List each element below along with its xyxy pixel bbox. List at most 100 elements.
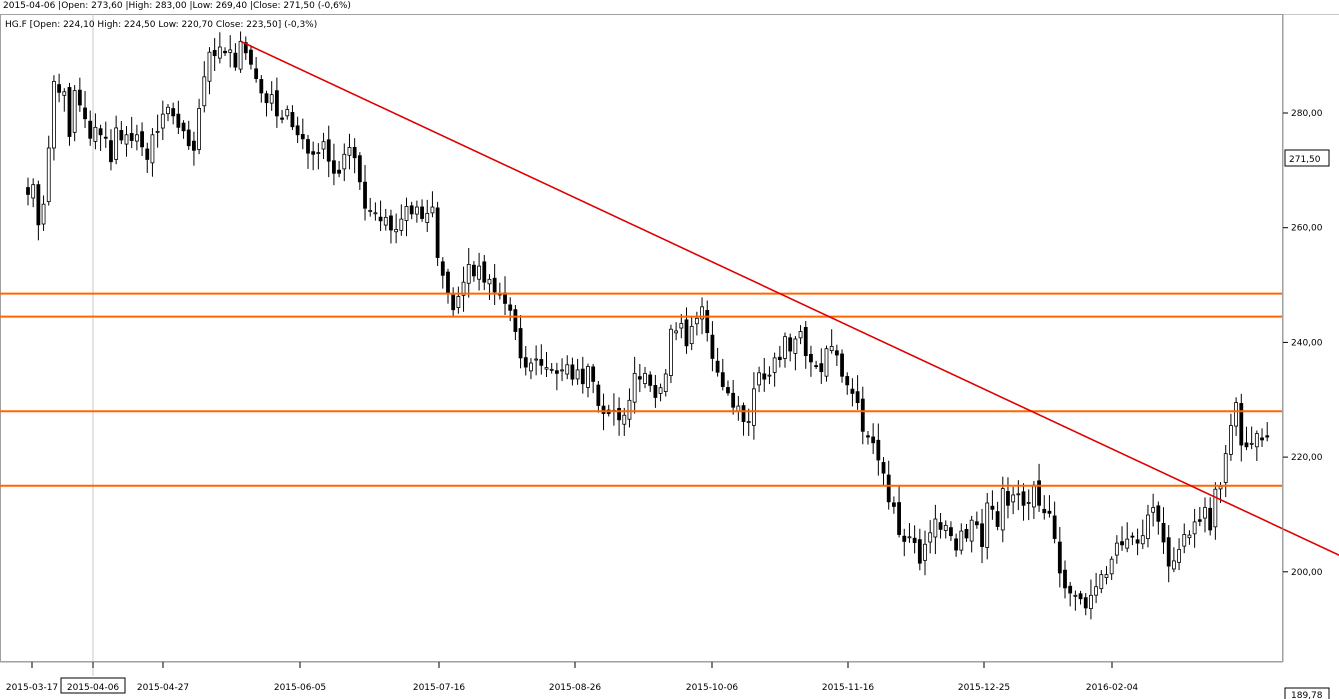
candles-group — [26, 31, 1270, 620]
candle-body — [264, 93, 269, 104]
candle-body — [1125, 538, 1130, 549]
candle-body — [166, 106, 170, 115]
candle-body — [824, 348, 829, 377]
candle-body — [363, 181, 367, 209]
candle-body — [757, 372, 761, 386]
candle-body — [1254, 433, 1259, 448]
candle-body — [238, 40, 243, 70]
candle-body — [907, 536, 912, 539]
candle-body — [243, 42, 248, 54]
candle-body — [912, 537, 917, 543]
candle-body — [949, 527, 953, 537]
y-tick-label: 240,00 — [1291, 338, 1323, 348]
candle-body — [26, 187, 30, 195]
candle-body — [259, 79, 264, 94]
candle-body — [306, 139, 310, 154]
candle-body — [1244, 442, 1249, 448]
crosshair-info-bar: 2015-04-06 |Open: 273,60 |High: 283,00 |… — [0, 0, 1339, 15]
x-tick-label: 2016-02-04 — [1086, 683, 1139, 693]
candle-body — [1099, 574, 1104, 590]
candle-body — [1120, 541, 1124, 546]
candle-body — [1260, 437, 1264, 441]
candle-body — [1037, 480, 1041, 506]
candle-body — [1031, 484, 1036, 508]
candle-body — [1011, 494, 1016, 503]
candle-body — [160, 113, 165, 129]
candle-body — [140, 131, 144, 148]
candle-body — [990, 505, 995, 510]
candle-body — [404, 206, 409, 221]
candle-body — [223, 50, 227, 54]
candle-body — [648, 374, 653, 386]
candle-body — [617, 407, 621, 421]
candle-body — [855, 391, 860, 404]
candle-body — [1000, 488, 1005, 531]
candle-body — [1182, 534, 1187, 547]
candle-body — [518, 328, 523, 359]
candle-body — [777, 356, 782, 361]
candle-body — [1239, 403, 1244, 446]
candle-body — [389, 215, 393, 231]
candle-body — [332, 160, 336, 174]
y-tick-label: 280,00 — [1291, 109, 1323, 119]
candlestick-chart[interactable]: 200,00 220,00 240,00 260,00 280,00 2015-03-1… — [0, 14, 1339, 699]
candle-body — [720, 372, 725, 387]
crosshair-price-label: 271,50 — [1289, 155, 1321, 165]
candle-body — [575, 369, 580, 380]
candle-body — [560, 369, 564, 372]
candle-body — [565, 364, 570, 375]
candle-body — [440, 261, 445, 276]
candle-body — [1265, 435, 1270, 438]
candle-body — [1042, 508, 1047, 514]
candle-body — [378, 216, 383, 222]
candle-body — [746, 421, 751, 423]
x-tick-label: 2015-12-25 — [958, 683, 1010, 693]
candle-body — [425, 212, 430, 223]
candle-body — [762, 373, 767, 380]
candle-body — [653, 385, 658, 398]
plot-area[interactable] — [0, 14, 1283, 662]
candle-body — [316, 152, 321, 154]
candle-body — [46, 147, 51, 203]
candle-body — [1052, 515, 1057, 539]
candle-body — [487, 278, 492, 285]
candle-body — [1177, 549, 1181, 563]
candle-body — [202, 76, 207, 107]
candle-body — [860, 398, 865, 432]
candle-body — [1130, 535, 1135, 538]
downtrend-line[interactable] — [240, 40, 1339, 560]
candle-body — [871, 436, 876, 444]
candle-body — [710, 334, 715, 359]
time-axis: 2015-03-17 2015-04-06 2015-04-27 2015-06-05… — [6, 662, 1139, 694]
candle-body — [1156, 505, 1161, 522]
candle-body — [793, 338, 798, 354]
candle-body — [923, 543, 927, 561]
candle-body — [741, 405, 746, 422]
candle-body — [705, 310, 710, 334]
candle-body — [98, 128, 103, 136]
candle-body — [352, 146, 357, 159]
candle-body — [466, 264, 471, 284]
candle-body — [1104, 574, 1109, 579]
candle-body — [197, 108, 202, 150]
candle-body — [902, 535, 907, 542]
candle-body — [461, 281, 466, 296]
candle-body — [373, 212, 378, 215]
candle-body — [280, 117, 284, 120]
candle-body — [643, 372, 647, 384]
y-tick-label: 220,00 — [1291, 453, 1323, 463]
candle-body — [601, 405, 606, 414]
candle-body — [814, 365, 819, 368]
candle-body — [482, 261, 487, 283]
candle-body — [430, 206, 435, 214]
candle-body — [731, 392, 736, 408]
candle-body — [674, 330, 679, 334]
candle-body — [834, 350, 839, 356]
candle-body — [409, 205, 414, 215]
candle-body — [637, 376, 642, 380]
candle-body — [114, 127, 119, 160]
candle-body — [36, 184, 41, 226]
candle-body — [103, 136, 108, 139]
candle-body — [715, 360, 720, 373]
candle-body — [342, 153, 347, 170]
